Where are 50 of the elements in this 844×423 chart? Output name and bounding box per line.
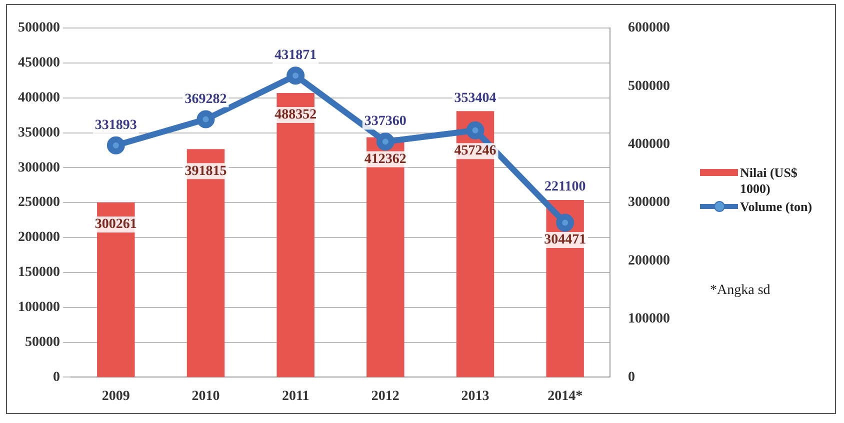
data-label: 331893 — [94, 118, 137, 134]
y-tick-label: 100000 — [18, 300, 60, 315]
data-label: 337360 — [364, 114, 406, 130]
y2-tick-label: 400000 — [628, 137, 670, 152]
data-label: 412362 — [364, 152, 406, 167]
y-tick-label: 450000 — [18, 56, 60, 71]
data-label: 431871 — [274, 48, 317, 64]
bar — [456, 111, 494, 378]
x-tick-label: 2014* — [548, 389, 583, 404]
point — [466, 121, 484, 140]
data-label: 457246 — [454, 144, 496, 159]
y2-tick-label: 600000 — [628, 20, 670, 36]
bar — [97, 202, 135, 378]
data-label: 369282 — [184, 92, 227, 107]
y-tick-label: 500000 — [18, 20, 60, 36]
data-label: 221100 — [544, 179, 586, 194]
y-tick-label: 50000 — [25, 334, 60, 350]
bar — [276, 92, 314, 378]
point — [106, 136, 125, 154]
y2-tick-label: 100000 — [628, 312, 670, 327]
y-tick-label: 300000 — [18, 160, 60, 176]
data-label: 391815 — [184, 164, 227, 179]
data-label: 304471 — [544, 232, 586, 248]
y-tick-label: 200000 — [18, 230, 60, 246]
y-tick-label: 0 — [53, 370, 60, 385]
x-tick-label: 2011 — [282, 389, 310, 404]
x-tick-label: 2013 — [461, 389, 490, 404]
x-tick-label: 2009 — [102, 389, 130, 404]
point — [556, 214, 574, 232]
y2-tick-label: 0 — [628, 370, 635, 385]
x-tick-label: 2010 — [192, 389, 220, 404]
y2-tick-label: 500000 — [628, 78, 670, 94]
point — [286, 66, 305, 85]
y-tick-label: 400000 — [18, 90, 60, 106]
text: *Angka sd — [710, 283, 770, 299]
point — [376, 132, 394, 151]
bar — [366, 137, 404, 378]
y-tick-label: 350000 — [18, 125, 60, 140]
y-tick-label: 150000 — [18, 265, 60, 280]
x-tick-label: 2012 — [371, 389, 400, 404]
data-label: 488352 — [274, 108, 317, 123]
point — [196, 110, 215, 128]
data-label: 353404 — [454, 90, 496, 106]
bar — [186, 149, 225, 378]
y2-tick-label: 300000 — [628, 195, 670, 210]
legend-label: Volume (ton) — [740, 199, 812, 215]
legend-label: Nilai (US$ 1000) — [740, 165, 798, 197]
y2-tick-label: 200000 — [628, 253, 670, 268]
y-tick-label: 250000 — [18, 195, 60, 210]
data-label: 300261 — [94, 217, 137, 232]
